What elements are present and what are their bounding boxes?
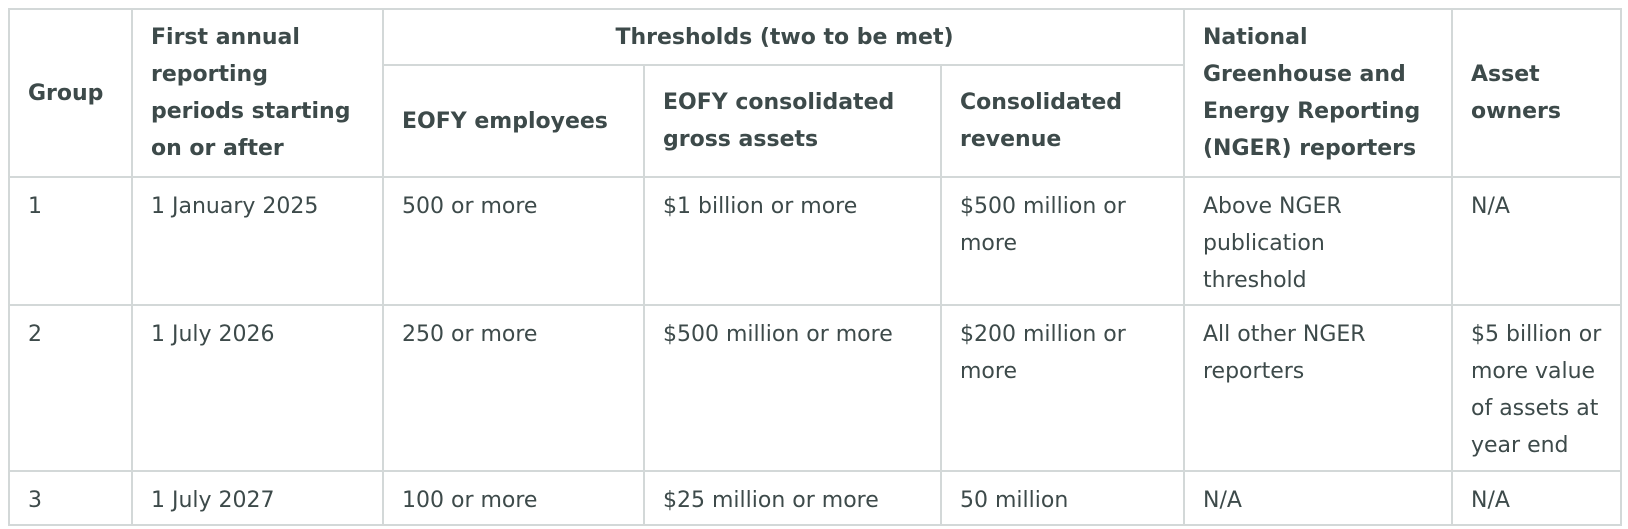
table-cell: $500 million or more (940, 176, 1185, 306)
table-cell: 1 July 2026 (131, 304, 384, 472)
table-cell: 1 July 2027 (131, 470, 384, 526)
table-cell: 2 (8, 304, 133, 472)
table-cell: N/A (1183, 470, 1453, 526)
table-cell: $25 million or more (643, 470, 942, 526)
table-cell: $200 million or more (940, 304, 1185, 472)
table-cell: 1 (8, 176, 133, 306)
table-header: Group First annual reporting periods sta… (8, 8, 1622, 178)
header-row: EOFY employees EOFY consolidated gross a… (9, 64, 1621, 178)
table-cell: $1 billion or more (643, 176, 942, 306)
header-cell: National Greenhouse and Energy Reporting… (1183, 8, 1453, 178)
header-cell: Group (8, 8, 133, 178)
table-cell: $500 million or more (643, 304, 942, 472)
header-cell: EOFY employees (382, 64, 645, 178)
table-cell: 100 or more (382, 470, 645, 526)
table-cell: $5 billion or more value of assets at ye… (1451, 304, 1622, 472)
reporting-table: Group First annual reporting periods sta… (8, 8, 1622, 526)
table-cell: N/A (1451, 470, 1622, 526)
header-cell: EOFY consolidated gross assets (643, 64, 942, 178)
table-cell: 500 or more (382, 176, 645, 306)
table-cell: N/A (1451, 176, 1622, 306)
table-cell: 3 (8, 470, 133, 526)
table-cell: All other NGER reporters (1183, 304, 1453, 472)
table-cell: 50 million (940, 470, 1185, 526)
header-cell: Asset owners (1451, 8, 1622, 178)
table-cell: 1 January 2025 (131, 176, 384, 306)
header-cell: Thresholds (two to be met) (382, 8, 1185, 66)
header-cell: Consolidated revenue (940, 64, 1185, 178)
header-row: Group First annual reporting periods sta… (8, 8, 1622, 178)
table-cell: 250 or more (382, 304, 645, 472)
table-cell: Above NGER publication threshold (1183, 176, 1453, 306)
header-cell: First annual reporting periods starting … (131, 8, 384, 178)
